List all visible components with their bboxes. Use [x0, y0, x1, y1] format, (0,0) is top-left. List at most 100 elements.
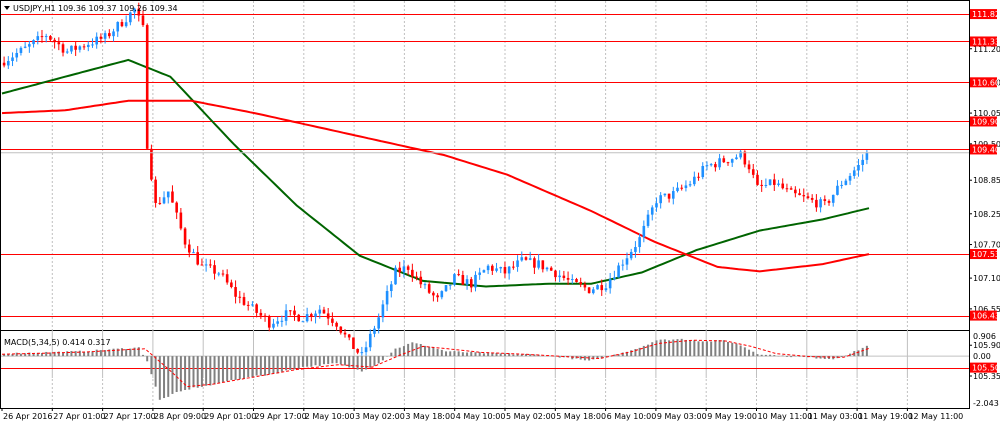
candle-body: [65, 51, 69, 53]
candle-body: [600, 285, 604, 291]
candle-body: [646, 214, 650, 226]
candle-body: [478, 272, 481, 275]
candle-body: [440, 291, 444, 298]
macd-tick-label: 0.00: [973, 352, 991, 361]
candle-body: [575, 279, 578, 283]
candle-body: [242, 297, 246, 305]
candle-body: [339, 326, 343, 333]
candle-body: [714, 164, 717, 168]
time-tick-label: 29 Apr 17:00: [255, 412, 307, 421]
candle-body: [166, 191, 170, 198]
candle-body: [579, 282, 583, 285]
candle-body: [53, 39, 56, 43]
triangle-down-icon[interactable]: [4, 6, 10, 10]
candle-body: [608, 279, 612, 289]
candle-body: [133, 8, 136, 13]
candle-body: [335, 322, 338, 327]
candle-body: [794, 189, 797, 194]
candle-body: [158, 202, 162, 204]
candle-body: [789, 188, 793, 190]
candle-body: [806, 196, 810, 198]
candle-body: [634, 247, 637, 252]
candle-body: [781, 183, 785, 189]
candle-body: [70, 45, 73, 52]
candle-body: [314, 313, 317, 317]
candle-body: [655, 203, 658, 208]
candle-body: [272, 323, 275, 328]
candle-body: [730, 159, 734, 163]
candle-body: [671, 191, 675, 199]
time-tick-label: 9 May 19:00: [707, 412, 757, 421]
candle-body: [596, 285, 599, 290]
candle-body: [427, 284, 431, 293]
level-tag-bg: [970, 362, 997, 373]
candle-body: [448, 284, 452, 286]
candle-body: [722, 158, 726, 163]
candle-body: [390, 284, 393, 292]
candle-body: [558, 275, 561, 278]
candle-body: [684, 185, 688, 188]
candle-body: [453, 274, 456, 285]
candle-body: [566, 277, 570, 280]
price-axis: 111.20 110.60 110.05 109.50 108.85 108.25 107.…: [969, 45, 1000, 381]
candle-body: [402, 266, 406, 273]
candle-body: [495, 268, 498, 271]
candle-body: [259, 312, 263, 316]
time-tick-label: 6 May 10:00: [607, 412, 657, 421]
candle-body: [650, 207, 654, 215]
candle-body: [751, 169, 755, 175]
candle-body: [19, 47, 23, 53]
candle-body: [377, 317, 380, 329]
candle-body: [368, 333, 372, 348]
candle-body: [411, 269, 414, 277]
candle-body: [347, 334, 351, 338]
candle-body: [512, 266, 515, 268]
macd-tick-label: 0.906: [973, 332, 996, 341]
candle-body: [861, 159, 864, 165]
candle-body: [162, 197, 166, 204]
candle-body: [810, 197, 814, 200]
candle-body: [432, 292, 435, 296]
candle-body: [44, 36, 48, 38]
candle-body: [225, 274, 229, 283]
macd-panel-frame: [0, 330, 970, 409]
candle-body: [570, 279, 574, 281]
time-tick-label: 26 Apr 2016: [3, 412, 52, 421]
candle-body: [179, 212, 183, 229]
candle-body: [642, 225, 646, 238]
candle-body: [74, 45, 77, 50]
candle-body: [112, 31, 115, 37]
time-tick-label: 28 Apr 09:00: [154, 412, 206, 421]
candle-body: [263, 315, 267, 317]
level-tag-label: 105.50: [972, 364, 1000, 373]
candle-body: [385, 291, 389, 305]
ohlc-header: 109.36 109.37 109.26 109.34: [58, 4, 178, 13]
candle-body: [693, 176, 696, 185]
candle-body: [533, 258, 536, 268]
time-tick-label: 3 May 02:00: [355, 412, 405, 421]
candle-body: [482, 270, 486, 273]
time-tick-label: 5 May 18:00: [556, 412, 606, 421]
time-tick-label: 3 May 18:00: [405, 412, 455, 421]
candle-body: [768, 179, 772, 185]
candle-body: [108, 33, 111, 37]
candle-body: [234, 287, 237, 297]
candle-body: [288, 310, 292, 312]
candle-body: [200, 264, 204, 266]
time-tick-label: 27 Apr 01:00: [53, 412, 105, 421]
candle-body: [852, 170, 856, 176]
candle-body: [756, 174, 759, 185]
candle-body: [61, 44, 65, 53]
candle-body: [819, 199, 822, 208]
candle-body: [625, 258, 629, 265]
candle-body: [15, 52, 19, 58]
candle-body: [310, 314, 313, 317]
level-tag-bg: [970, 310, 997, 321]
macd-histogram: [1, 338, 969, 400]
candle-body: [398, 267, 402, 273]
candle-body: [613, 277, 616, 280]
symbol-header: USDJPY,H1: [13, 4, 56, 13]
candle-body: [499, 267, 503, 269]
candle-body: [604, 288, 608, 291]
candle-body: [592, 289, 595, 294]
